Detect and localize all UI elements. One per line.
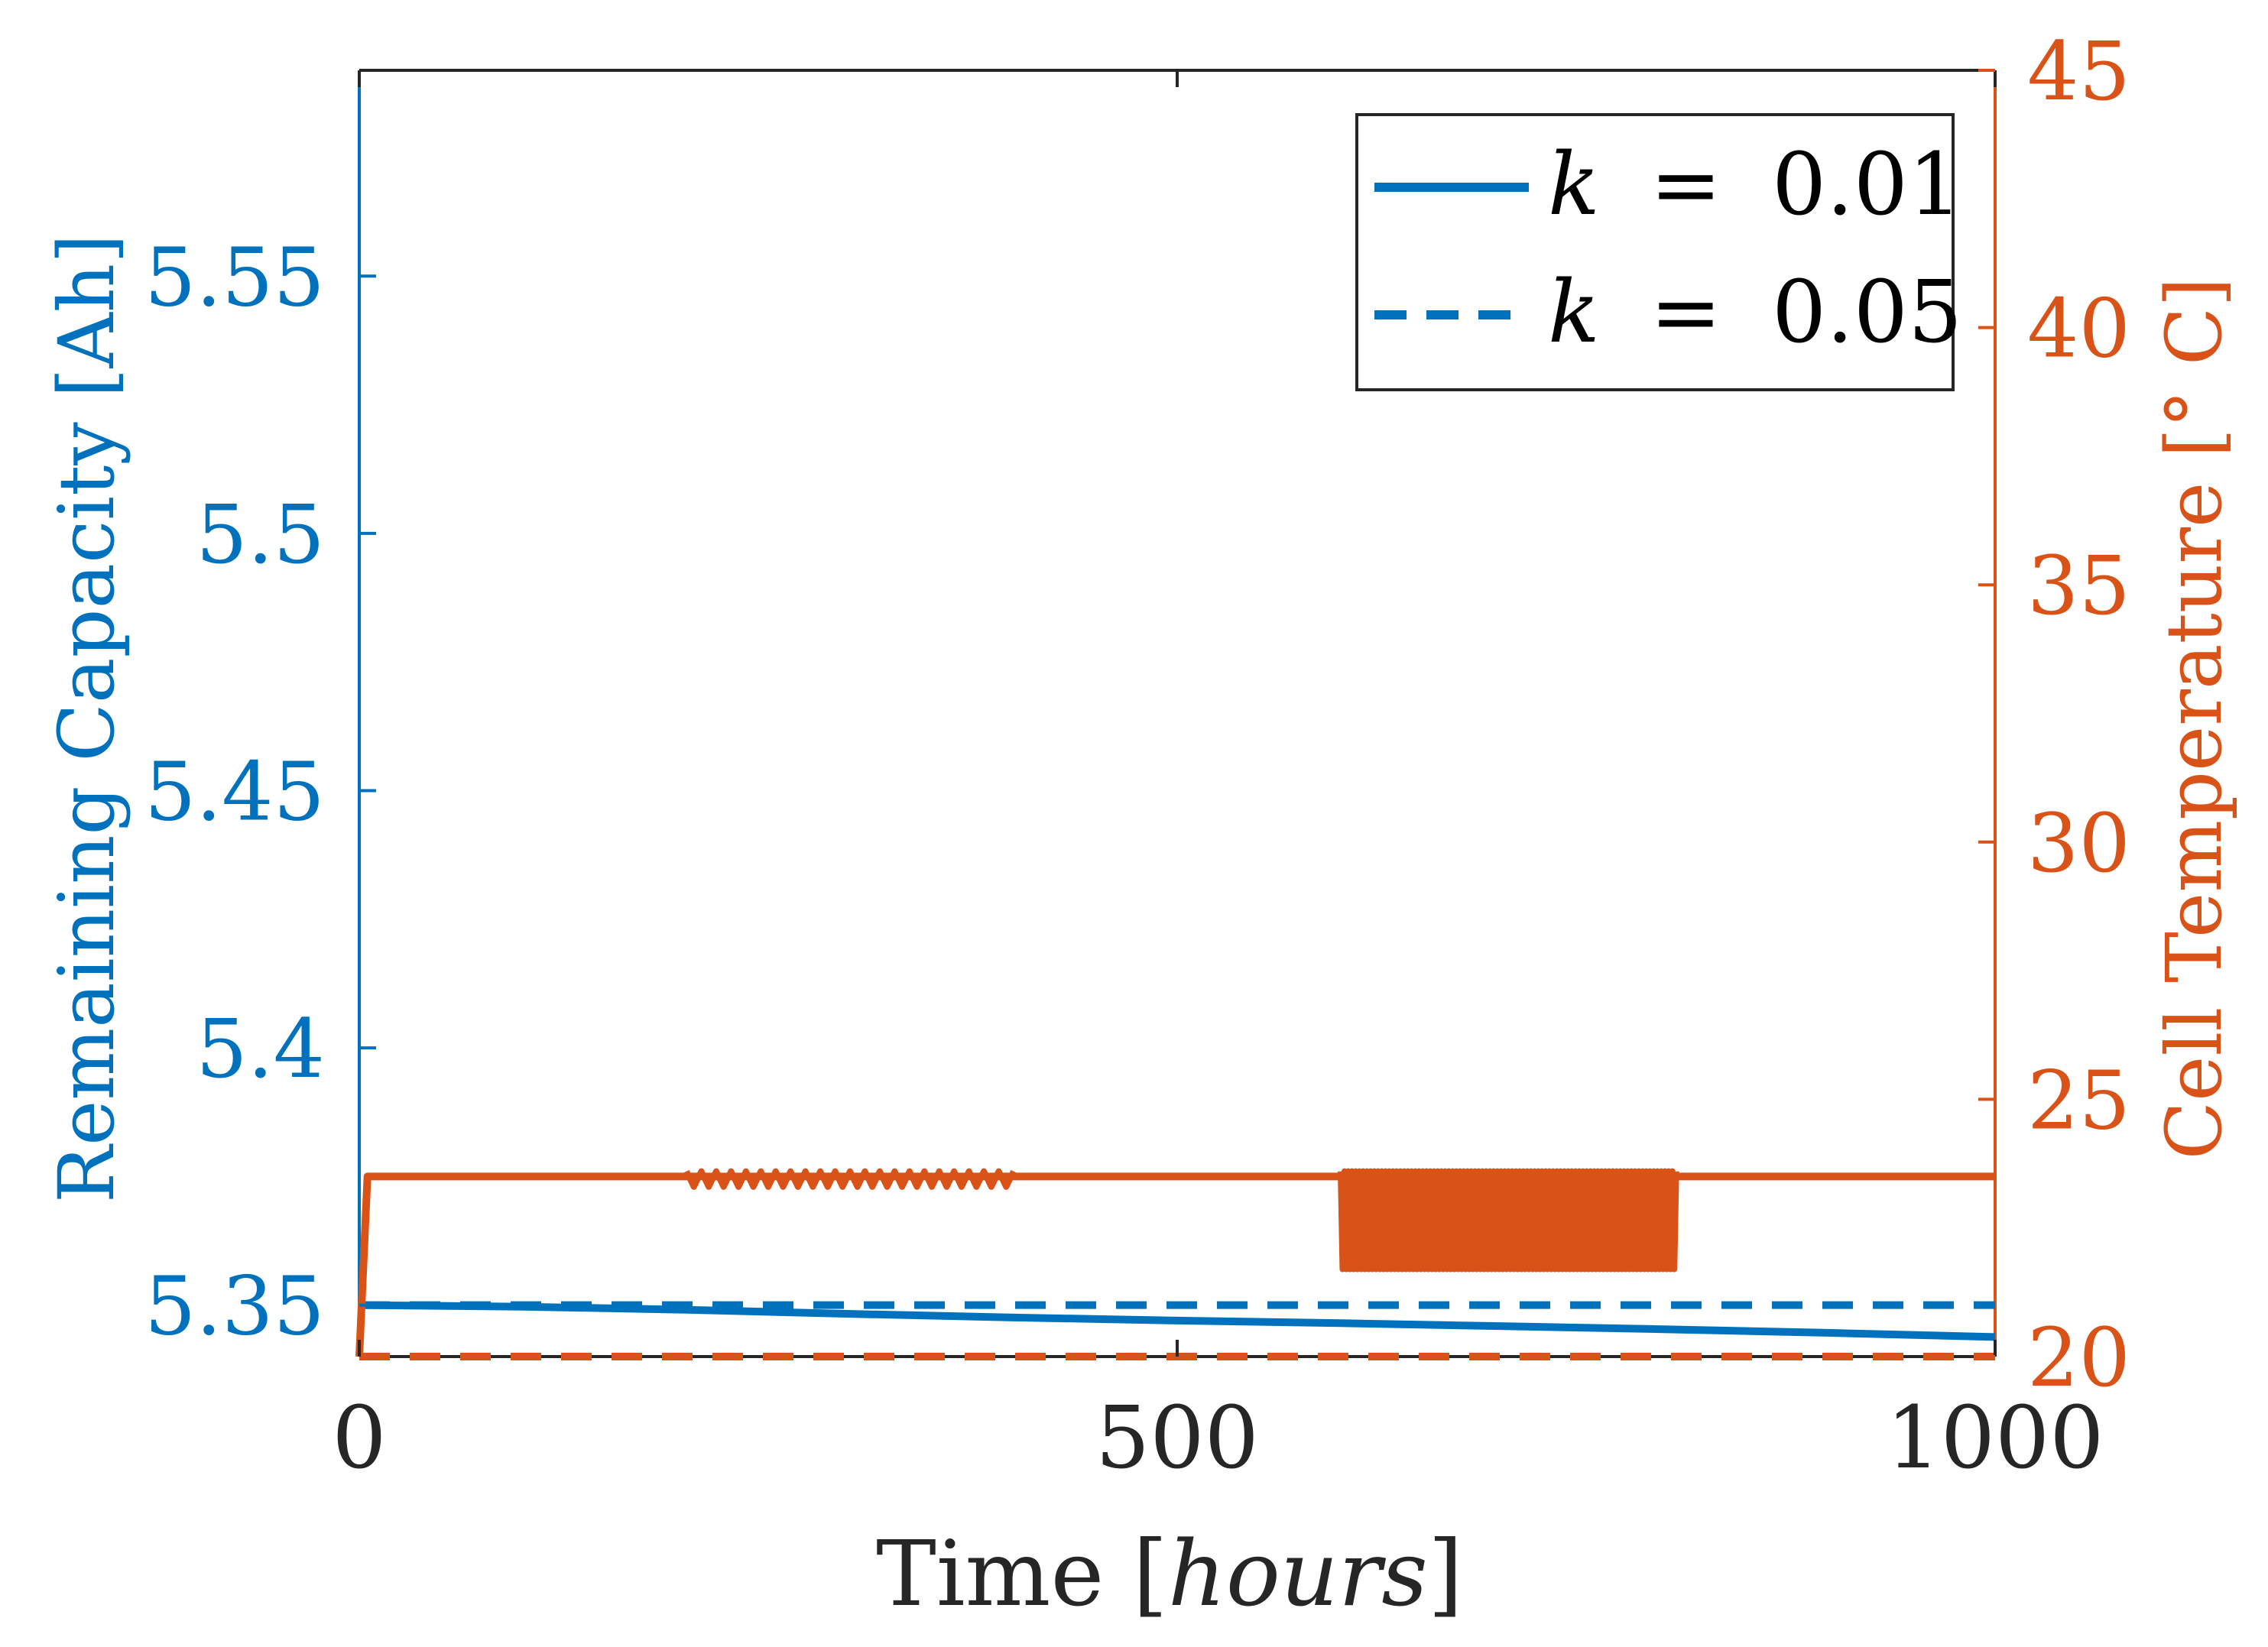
series-oscillation-2-1 — [1338, 1168, 1679, 1273]
y-left-tick-label: 5.55 — [144, 230, 325, 324]
y-left-tick-label: 5.45 — [144, 744, 325, 838]
y-right-axis-label: Cell Temperature [° C] — [2150, 277, 2239, 1160]
legend-entry-2-eq: = — [1650, 263, 1721, 362]
y-right-tick-label: 20 — [2027, 1311, 2130, 1405]
y-left-tick-label: 5.5 — [196, 488, 325, 582]
x-tick-label: 0 — [332, 1389, 386, 1488]
x-axis-label-unit: hours — [1168, 1521, 1428, 1626]
x-tick-label: 500 — [1095, 1389, 1259, 1488]
x-axis-label-main: Time — [876, 1521, 1104, 1626]
y-left-tick-label: 5.4 — [196, 1002, 325, 1096]
legend-entry-2-value: 0.05 — [1772, 263, 1962, 362]
x-tick-label: 1000 — [1886, 1389, 2104, 1488]
legend-entry-1-eq: = — [1650, 135, 1721, 235]
legend-entry-2-var: k — [1548, 263, 1600, 362]
legend-entry-1: k = 0.01 — [1548, 135, 1962, 235]
legend-entry-2: k = 0.05 — [1548, 263, 1962, 362]
x-axis-label-bracket-close: ] — [1428, 1521, 1463, 1626]
series-oscillation-2-0 — [683, 1168, 1017, 1190]
legend-entry-1-var: k — [1548, 135, 1600, 235]
legend: k = 0.01 k = 0.05 — [1355, 113, 1962, 391]
y-right-tick-label: 35 — [2027, 539, 2130, 633]
x-axis-label: Time [hours] — [876, 1521, 1463, 1626]
legend-entry-1-value: 0.01 — [1772, 135, 1962, 235]
y-right-tick-label: 25 — [2027, 1053, 2130, 1147]
legend-box — [1355, 113, 1955, 391]
y-right-tick-label: 45 — [2027, 24, 2130, 118]
y-left-axis-label: Remaining Capacity [Ah] — [42, 234, 131, 1203]
y-left-tick-label: 5.35 — [144, 1260, 325, 1354]
y-left-axis-ticks: 5.35 5.4 5.45 5.5 5.55 — [144, 230, 376, 1354]
y-right-tick-label: 40 — [2027, 282, 2130, 376]
y-right-tick-label: 30 — [2027, 796, 2130, 890]
x-axis-ticks: 0 500 1000 — [332, 70, 2104, 1488]
x-axis-label-bracket-open: [ — [1133, 1521, 1168, 1626]
y-right-axis-ticks: 20 25 30 35 40 45 — [1978, 24, 2130, 1405]
